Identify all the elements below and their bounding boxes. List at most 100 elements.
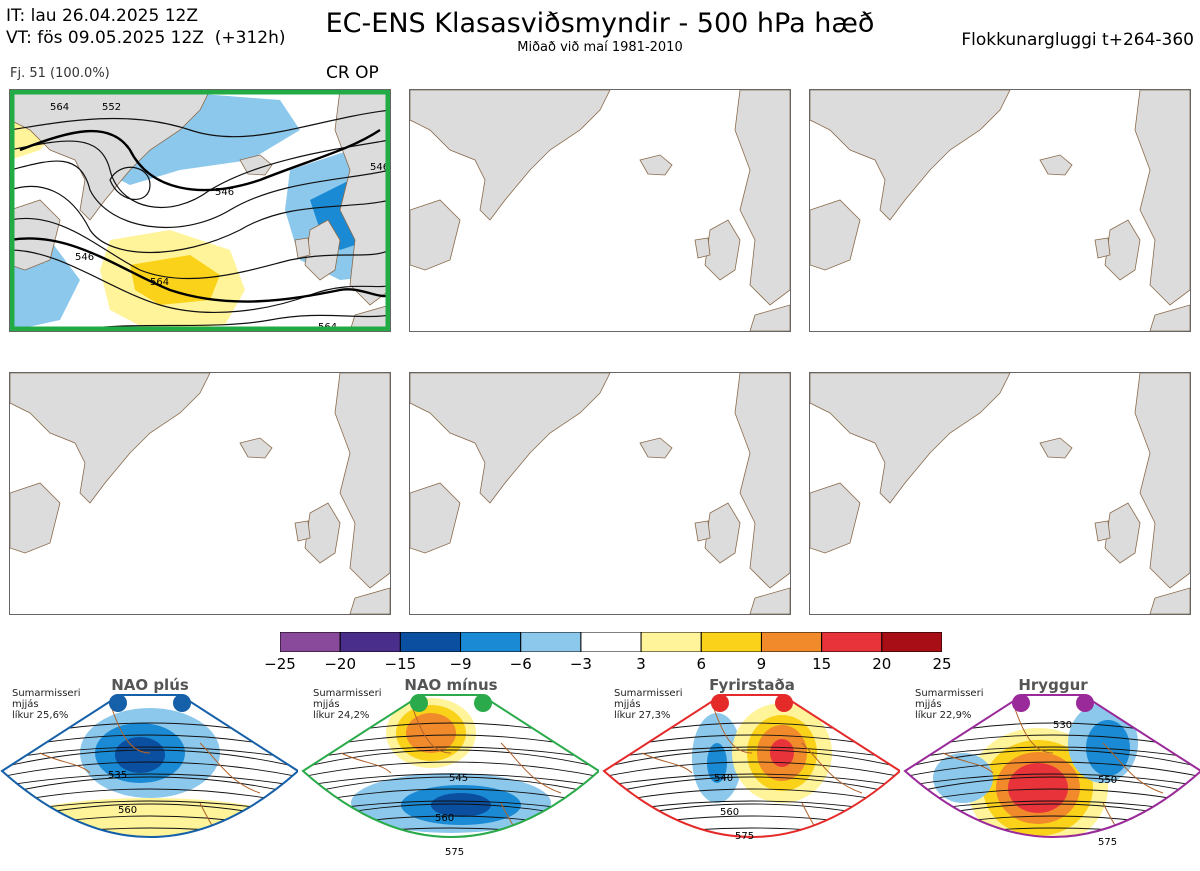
regime-coastline: [340, 702, 562, 837]
regime-marker: [775, 694, 793, 712]
regime-map: 535 560: [0, 694, 298, 838]
cluster-regime-tag: CR OP: [326, 63, 379, 83]
colorbar-segment: [339, 632, 401, 652]
colorbar-segment: [580, 632, 642, 652]
regime-coastline: [39, 702, 261, 837]
contour-label-b: 546: [75, 252, 94, 263]
regime-contour: [303, 761, 599, 780]
colorbar-segment: [821, 632, 883, 652]
regime-coastline: [942, 702, 1164, 837]
header-run-info: IT: lau 26.04.2025 12Z VT: fös 09.05.202…: [6, 5, 285, 49]
regime-contour: [905, 773, 1200, 789]
regime-contour: [905, 746, 1200, 762]
regime-marker: [1012, 694, 1030, 712]
regime-marker: [474, 694, 492, 712]
colorbar-tick-label: 25: [932, 655, 952, 673]
colorbar-tick-label: −9: [449, 655, 472, 673]
regime-info: Sumarmisseri mjjás líkur 25,6%: [12, 688, 81, 721]
colorbar-tick-label: −15: [384, 655, 417, 673]
colorbar-tick-label: −6: [509, 655, 532, 673]
regime-contour-label: 540: [714, 773, 733, 784]
regime-contour-label: 560: [720, 807, 739, 818]
classification-window: Flokkunargluggi t+264-360: [961, 30, 1194, 50]
height-contours: [10, 109, 390, 331]
regime-info: Sumarmisseri mjjás líkur 24,2%: [313, 688, 382, 721]
regime-contour: [905, 776, 1200, 798]
regime-contour: [604, 761, 900, 780]
colorbar-segment: [399, 632, 462, 652]
page-title: EC-ENS Klasasviðsmyndir - 500 hPa hæð: [325, 8, 875, 39]
cluster-map-panel-1: 546 546 546 564 564 552 564: [9, 89, 391, 332]
colorbar-segment: [760, 632, 823, 652]
anomaly-blob: [431, 793, 491, 817]
regime-marker: [1076, 694, 1094, 712]
regime-contour: [2, 749, 298, 771]
regime-marker: [711, 694, 729, 712]
vt-line: VT: fös 09.05.2025 12Z (+312h): [6, 28, 286, 48]
contour-label-c: 546: [370, 162, 389, 173]
regime-contour: [303, 749, 599, 771]
regime-outline: [602, 694, 900, 838]
regime-contour: [604, 749, 900, 771]
cluster-map-panel-3: [809, 89, 1191, 332]
regime-contour-label: 575: [445, 847, 464, 858]
anomaly-blob: [770, 739, 794, 767]
regime-map: 530 550 575: [903, 694, 1200, 848]
colorbar-segment: [700, 632, 762, 652]
regime-title: Hryggur: [1018, 676, 1088, 694]
regime-title: NAO plús: [111, 676, 189, 694]
regime-contour: [2, 773, 298, 789]
cluster-map-panel-6: [809, 372, 1191, 615]
regime-contour: [303, 776, 599, 798]
regime-contour: [2, 746, 298, 762]
anomaly-blob: [1008, 763, 1068, 813]
regime-contour: [905, 761, 1200, 780]
colorbar-segment: [460, 632, 522, 652]
regime-title: Fyrirstaða: [709, 676, 795, 694]
contour-label-e: 564: [50, 102, 69, 113]
cluster-members-label: Fj. 51 (100.0%): [10, 66, 110, 81]
bold-contours: [10, 129, 390, 303]
contour-label-d: 564: [150, 277, 169, 288]
colorbar-tick-label: 20: [872, 655, 892, 673]
regime-outline: [301, 694, 599, 838]
regime-contour-label: 560: [118, 805, 137, 816]
regime-coastline: [641, 702, 863, 837]
cluster-map-panel-5: [409, 372, 791, 615]
colorbar-tick-label: 15: [812, 655, 832, 673]
cluster-map-panel-4: [9, 372, 391, 615]
regime-fields: [2, 702, 298, 837]
regime-contour: [2, 761, 298, 780]
regime-contour: [604, 776, 900, 798]
regime-contour-label: 535: [108, 770, 127, 781]
regime-fields: [905, 702, 1200, 837]
contour-label-a: 546: [215, 187, 234, 198]
page-subtitle: Miðað við maí 1981-2010: [517, 40, 683, 55]
regime-outline: [0, 694, 298, 838]
regime-outline: [903, 694, 1200, 838]
regime-contour-label: 545: [449, 773, 468, 784]
regime-marker: [173, 694, 191, 712]
it-line: IT: lau 26.04.2025 12Z: [6, 6, 198, 26]
colorbar-tick-label: −3: [569, 655, 592, 673]
regime-contour: [2, 776, 298, 798]
regime-contour: [303, 746, 599, 762]
colorbar-tick-label: −20: [324, 655, 356, 673]
colorbar: [280, 632, 942, 652]
colorbar-segment: [520, 632, 582, 652]
regime-marker: [410, 694, 428, 712]
regime-marker: [109, 694, 127, 712]
regime-title: NAO mínus: [404, 676, 498, 694]
colorbar-tick-label: 3: [636, 655, 646, 673]
regime-contour: [604, 803, 900, 825]
contour-label-f: 552: [102, 102, 121, 113]
regime-contour-label: 530: [1053, 720, 1072, 731]
colorbar-tick-label: −25: [264, 655, 296, 673]
cluster-map-panel-2: [409, 89, 791, 332]
colorbar-segment: [881, 632, 942, 652]
regime-contour-label: 560: [435, 813, 454, 824]
regime-contour: [905, 749, 1200, 771]
regime-contour: [303, 773, 599, 789]
regime-map: 540 560 575: [602, 694, 900, 842]
anomaly-blob: [10, 798, 290, 837]
